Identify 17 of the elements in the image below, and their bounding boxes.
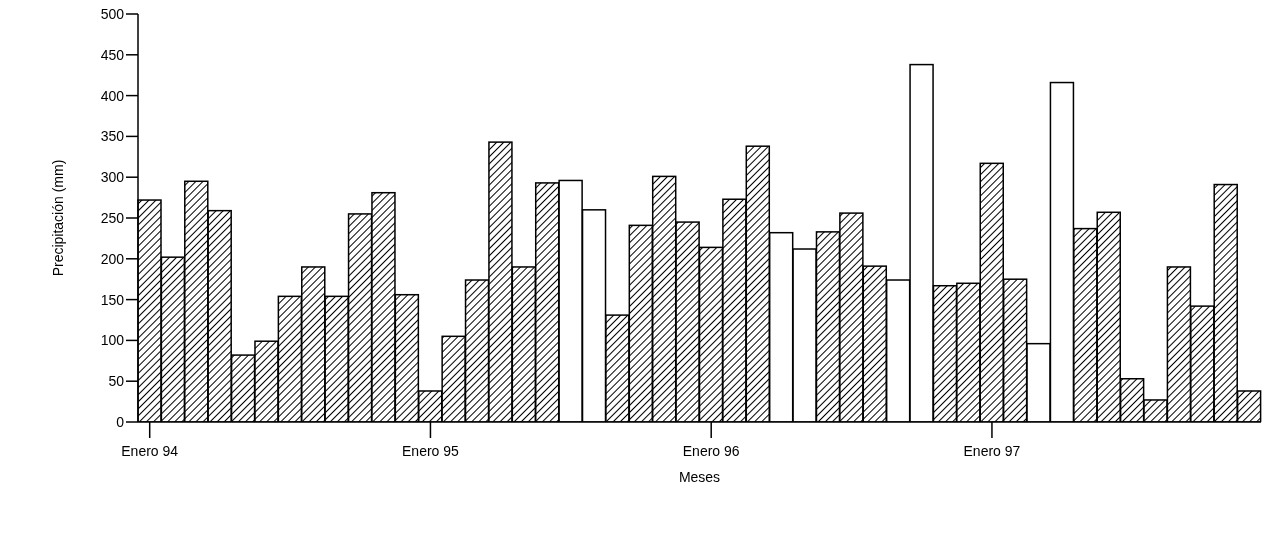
y-tick-label: 100 <box>100 332 125 349</box>
x-tick-label: Enero 95 <box>402 443 460 459</box>
x-tick-label: Enero 94 <box>121 443 179 459</box>
y-tick-label: 250 <box>100 209 125 226</box>
y-tick-label: 500 <box>100 5 125 22</box>
y-tick-label: 50 <box>108 373 125 390</box>
y-tick-label: 350 <box>100 128 125 145</box>
y-tick-label: 200 <box>100 250 125 267</box>
x-axis-title: Meses <box>678 469 721 485</box>
y-axis-title: Precipitación (mm) <box>49 159 66 277</box>
y-tick-label: 400 <box>100 87 125 104</box>
y-tick-label: 150 <box>100 291 125 308</box>
y-tick-label: 0 <box>116 413 125 430</box>
x-tick-label: Enero 97 <box>963 443 1021 459</box>
y-tick-label: 300 <box>100 169 125 186</box>
y-tick-label: 450 <box>100 46 125 63</box>
x-tick-label: Enero 96 <box>682 443 740 459</box>
